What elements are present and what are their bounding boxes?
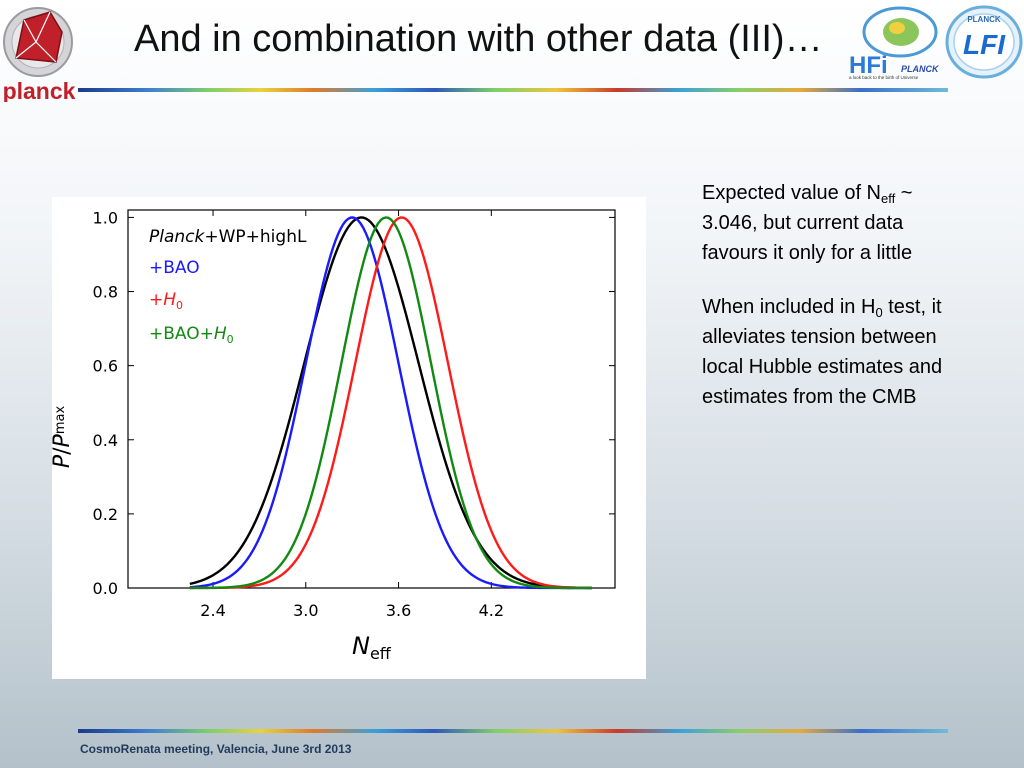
hfi-logo: HFi PLANCK a look back to the birth of U… <box>849 6 940 80</box>
series-line-blue <box>189 216 592 590</box>
chart-svg: 2.4 3.0 3.6 4.2 0.0 0.2 0.4 0.6 0.8 1.0 Planck+WP… <box>52 208 616 663</box>
legend-entry-red: +H0 <box>149 290 183 312</box>
lfi-logo-brand: PLANCK <box>967 15 1001 24</box>
y-tick-label: 1.0 <box>93 208 118 227</box>
legend-red-sub: 0 <box>176 299 183 312</box>
y-axis-label-sep: / <box>52 447 75 455</box>
lfi-logo-text: LFI <box>963 29 1006 60</box>
lfi-logo: PLANCK LFI <box>945 5 1023 79</box>
y-axis-label-b: P <box>52 433 75 447</box>
hfi-logo-tagline: a look back to the birth of Universe <box>849 75 919 80</box>
x-tick-label: 2.4 <box>200 601 225 620</box>
legend-red-symbol: H <box>163 290 176 310</box>
x-axis-label: Neff <box>352 632 392 663</box>
y-axis-label: P/Pmax <box>52 406 75 469</box>
legend-entry-blue: +BAO <box>149 258 200 278</box>
note1-text-a: Expected value of N <box>702 182 881 204</box>
x-axis-label-main: N <box>352 632 370 660</box>
planck-logo: planck <box>3 7 76 102</box>
note2-text-b: test, it alleviates tension between loca… <box>702 296 943 408</box>
plot-frame <box>127 209 616 589</box>
y-axis-label-sub: max <box>53 406 68 435</box>
slide-title: And in combination with other data (III)… <box>134 18 823 60</box>
legend-green-prefix: +BAO+ <box>149 324 214 344</box>
x-axis-label-sub: eff <box>370 644 392 663</box>
legend-black-prefix: Planck <box>149 227 206 247</box>
y-axis-label-a: P <box>52 454 75 468</box>
legend-green-symbol: H <box>214 324 227 344</box>
x-tick-label: 4.2 <box>479 601 504 620</box>
legend-entry-black: Planck+WP+highL <box>149 227 307 247</box>
x-tick-label: 3.6 <box>386 601 411 620</box>
note2-sub: 0 <box>875 305 883 320</box>
note1-sub: eff <box>881 191 896 206</box>
top-divider-bar <box>78 88 948 92</box>
note1-text-b: ~ 3.046, but current data favours it onl… <box>702 182 913 264</box>
legend-black-suffix: +WP+highL <box>204 227 307 247</box>
y-tick-label: 0.6 <box>93 357 118 376</box>
note2-text-a: When included in H <box>702 296 876 318</box>
chart-panel: 2.4 3.0 3.6 4.2 0.0 0.2 0.4 0.6 0.8 1.0 Planck+WP… <box>52 197 646 679</box>
series-line-red <box>189 216 592 590</box>
note-expected-value: Expected value of Neff ~ 3.046, but curr… <box>702 178 972 268</box>
legend-red-prefix: + <box>149 290 163 310</box>
x-tick-label: 3.0 <box>293 601 318 620</box>
y-tick-label: 0.0 <box>93 579 118 598</box>
hfi-logo-brand: PLANCK <box>901 64 940 74</box>
legend-blue-label: +BAO <box>149 258 200 278</box>
legend-green-sub: 0 <box>227 333 234 346</box>
slide-footer: CosmoRenata meeting, Valencia, June 3rd … <box>80 742 352 756</box>
y-tick-label: 0.4 <box>93 431 118 450</box>
planck-logo-text: planck <box>3 78 76 102</box>
y-tick-label: 0.8 <box>93 283 118 302</box>
bottom-divider-bar <box>78 729 948 733</box>
notes-panel: Expected value of Neff ~ 3.046, but curr… <box>702 178 972 436</box>
note-h0-tension: When included in H0 test, it alleviates … <box>702 292 972 412</box>
y-tick-label: 0.2 <box>93 505 118 524</box>
hfi-logo-text: HFi <box>849 52 888 79</box>
legend-entry-green: +BAO+H0 <box>149 324 234 346</box>
series-line-green <box>189 216 592 590</box>
series-line-black <box>189 216 592 590</box>
